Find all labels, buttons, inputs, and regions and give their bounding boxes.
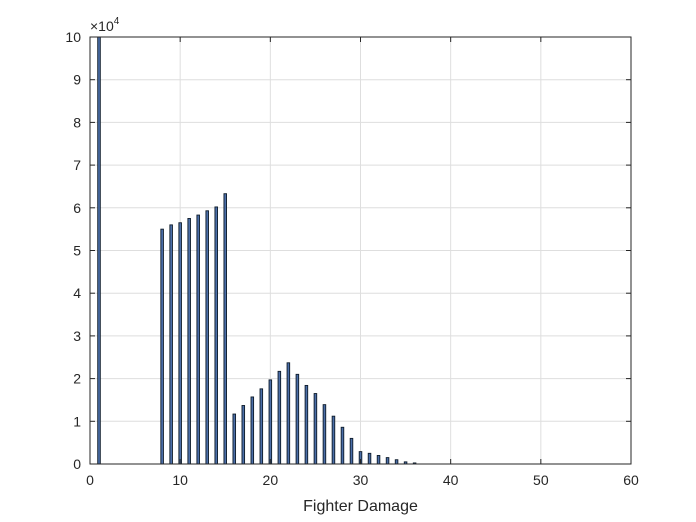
bar: [268, 379, 273, 465]
bar: [160, 228, 164, 465]
x-tick-label: 10: [172, 472, 188, 488]
exponent-power: 4: [114, 16, 120, 27]
y-tick-labels: 0 1 2 3 4 5 6 7 8 9 10: [65, 29, 81, 472]
bar: [304, 384, 309, 465]
x-tick-label: 40: [443, 472, 459, 488]
bar: [205, 210, 209, 465]
x-axis-title: Fighter Damage: [303, 498, 418, 515]
x-tick-label: 50: [533, 472, 549, 488]
bar: [313, 393, 318, 465]
y-tick-label: 2: [73, 371, 81, 387]
exponent-base: ×10: [90, 18, 114, 34]
y-tick-label: 3: [73, 328, 81, 344]
bar: [250, 396, 255, 465]
bar: [349, 437, 354, 465]
y-tick-label: 4: [73, 285, 81, 301]
bar: [394, 459, 399, 465]
x-tick-label: 60: [623, 472, 639, 488]
y-tick-label: 8: [73, 114, 81, 130]
bar: [295, 373, 300, 465]
y-tick-label: 10: [65, 29, 81, 45]
x-tick-label: 20: [263, 472, 279, 488]
y-tick-label: 0: [73, 456, 81, 472]
y-tick-label: 5: [73, 243, 81, 259]
y-tick-label: 1: [73, 413, 81, 429]
bar: [322, 404, 327, 465]
bar: [385, 457, 390, 465]
bar: [214, 206, 218, 465]
bar: [376, 455, 381, 465]
bar: [196, 214, 200, 465]
bar: [367, 452, 372, 465]
y-tick-label: 9: [73, 72, 81, 88]
bar: [232, 413, 237, 465]
bar: [259, 388, 264, 465]
bar: [331, 415, 336, 465]
bar: [340, 426, 345, 465]
x-tick-labels: 0 10 20 30 40 50 60: [86, 472, 639, 488]
y-tick-label: 6: [73, 200, 81, 216]
bar: [169, 224, 173, 465]
x-tick-label: 0: [86, 472, 94, 488]
bar: [97, 36, 101, 465]
bar: [241, 405, 246, 465]
y-axis-exponent-label: ×104: [90, 16, 120, 34]
bar: [187, 218, 191, 465]
bar: [223, 193, 227, 465]
bar: [178, 222, 182, 465]
bar: [277, 370, 282, 465]
bar: [286, 362, 291, 465]
x-tick-label: 30: [353, 472, 369, 488]
y-tick-label: 7: [73, 157, 81, 173]
tick-marks: [89, 36, 632, 465]
